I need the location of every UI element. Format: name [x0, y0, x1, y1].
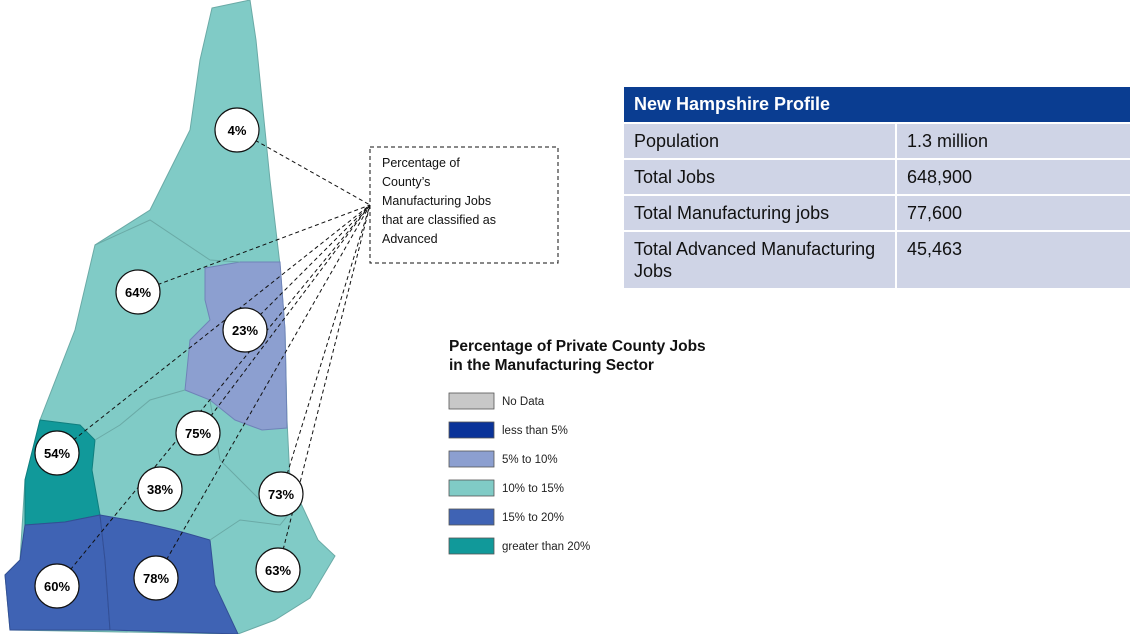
legend-title: in the Manufacturing Sector	[449, 357, 654, 374]
county-border	[94, 219, 241, 263]
table-row: Total Manufacturing jobs 77,600	[624, 195, 1130, 232]
legend-label: No Data	[502, 396, 545, 408]
legend-title: Percentage of Private County Jobs	[449, 338, 706, 355]
county-marker	[175, 410, 221, 456]
county-marker	[214, 107, 260, 153]
county-marker	[222, 307, 268, 353]
county-label: 78%	[143, 571, 169, 586]
table-row: Total Advanced Manufacturing Jobs 45,463	[624, 231, 1130, 290]
county-marker	[133, 555, 179, 601]
callout-line	[56, 204, 371, 587]
profile-table: New Hampshire Profile Population 1.3 milli…	[624, 87, 1130, 290]
legend-swatch	[448, 392, 495, 410]
table-header-row: New Hampshire Profile	[624, 87, 1130, 124]
table-value: 1.3 million	[896, 123, 1130, 160]
table-row: Total Jobs 648,900	[624, 159, 1130, 196]
legend-swatch	[448, 537, 495, 555]
callout-line	[244, 204, 371, 331]
legend-label: less than 5%	[502, 425, 568, 437]
legend-label: greater than 20%	[502, 541, 590, 553]
callout-text: Advanced	[382, 232, 438, 246]
legend-swatch	[448, 508, 495, 526]
county-border	[94, 389, 186, 441]
table-value: 45,463	[896, 231, 1130, 290]
table-value: 648,900	[896, 159, 1130, 196]
callout-line	[197, 204, 371, 434]
county-marker	[115, 269, 161, 315]
county-label: 64%	[125, 285, 151, 300]
table-value: 77,600	[896, 195, 1130, 232]
callout-line	[236, 129, 371, 206]
legend-swatch	[448, 421, 495, 439]
callout-text: Manufacturing Jobs	[382, 194, 491, 208]
legend-swatch	[448, 450, 495, 468]
table-title: New Hampshire Profile	[624, 87, 1130, 124]
county-label: 63%	[265, 563, 291, 578]
county-marker	[255, 547, 301, 593]
callout-box	[369, 146, 559, 264]
county-label: 23%	[232, 323, 258, 338]
table-label: Population	[624, 123, 897, 160]
callout-line	[277, 204, 371, 571]
county-marker	[34, 430, 80, 476]
legend-label: 5% to 10%	[502, 454, 558, 466]
table-label: Total Jobs	[624, 159, 897, 196]
callout-line	[280, 204, 371, 495]
callout-text: Percentage of	[382, 156, 460, 170]
callout-text: that are classified as	[382, 213, 496, 227]
county-label: 60%	[44, 579, 70, 594]
table-label: Total Advanced Manufacturing Jobs	[624, 231, 897, 290]
county-marker	[137, 466, 183, 512]
county-label: 38%	[147, 482, 173, 497]
callout-line	[56, 204, 371, 454]
county-label: 75%	[185, 426, 211, 441]
county-label: 54%	[44, 446, 70, 461]
county-marker	[258, 471, 304, 517]
legend-label: 15% to 20%	[502, 512, 564, 524]
table-row: Population 1.3 million	[624, 123, 1130, 160]
legend-label: 10% to 15%	[502, 483, 564, 495]
county-label: 4%	[228, 123, 247, 138]
callout-line	[137, 204, 371, 293]
county-marker	[34, 563, 80, 609]
callout-text: County’s	[382, 175, 430, 189]
table-label: Total Manufacturing jobs	[624, 195, 897, 232]
callout-line	[155, 204, 371, 579]
county-label: 73%	[268, 487, 294, 502]
legend-swatch	[448, 479, 495, 497]
